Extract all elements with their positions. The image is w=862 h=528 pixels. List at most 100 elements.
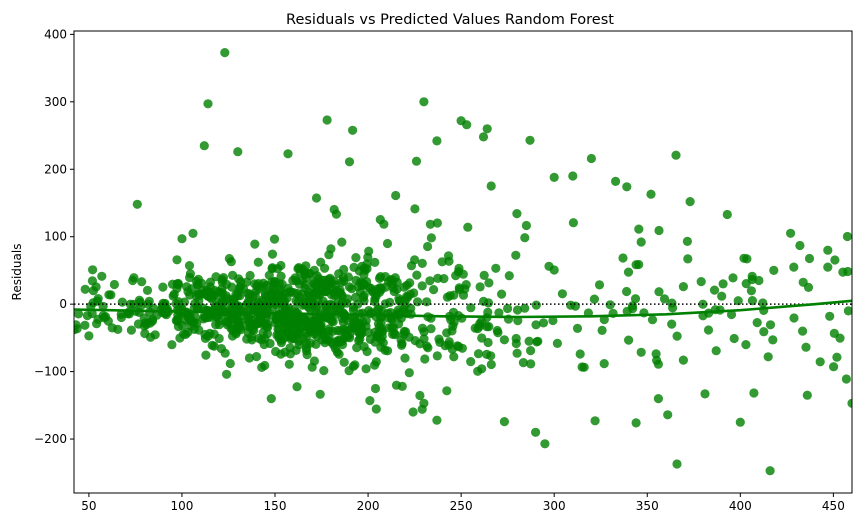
- data-point: [647, 315, 658, 325]
- data-point: [521, 220, 532, 231]
- data-point: [653, 394, 664, 404]
- data-point: [611, 176, 621, 186]
- x-tick-label: 450: [822, 499, 845, 513]
- data-point: [117, 297, 127, 307]
- chart-title: Residuals vs Predicted Values Random For…: [286, 12, 614, 28]
- data-point: [305, 338, 316, 348]
- data-point: [432, 415, 442, 425]
- data-point: [461, 280, 471, 290]
- x-tick-label: 350: [636, 499, 659, 513]
- data-point: [391, 190, 401, 201]
- data-point: [188, 228, 198, 238]
- data-point: [524, 336, 534, 346]
- data-point: [150, 330, 160, 340]
- data-point: [685, 197, 695, 207]
- data-point: [832, 352, 842, 362]
- data-point: [177, 234, 187, 244]
- data-point: [429, 285, 439, 295]
- data-point: [97, 271, 107, 281]
- data-point: [597, 325, 607, 335]
- data-point: [380, 345, 390, 355]
- data-point: [499, 417, 509, 427]
- data-point: [107, 323, 117, 333]
- data-point: [426, 324, 436, 334]
- x-tick-label: 250: [450, 499, 473, 513]
- data-point: [636, 347, 646, 357]
- data-point: [747, 296, 758, 306]
- data-point: [798, 326, 808, 336]
- data-point: [408, 407, 418, 417]
- data-point: [802, 390, 812, 400]
- data-point: [494, 308, 504, 318]
- data-point: [406, 309, 416, 319]
- data-point: [700, 389, 710, 399]
- data-point: [214, 320, 224, 330]
- data-point: [463, 222, 473, 232]
- data-point: [823, 262, 833, 272]
- data-point: [671, 150, 681, 160]
- data-point: [267, 264, 277, 274]
- data-point: [815, 357, 825, 367]
- data-point: [411, 156, 422, 166]
- data-point: [497, 289, 507, 299]
- data-point: [109, 279, 119, 290]
- data-point: [255, 315, 265, 325]
- data-point: [479, 270, 489, 280]
- data-point: [749, 388, 759, 398]
- data-point: [538, 318, 549, 328]
- data-point: [768, 335, 778, 345]
- data-point: [466, 357, 476, 367]
- data-point: [339, 357, 349, 367]
- data-point: [387, 314, 397, 324]
- data-point: [259, 339, 269, 350]
- data-point: [741, 340, 751, 350]
- data-point: [331, 209, 341, 219]
- data-point: [786, 228, 796, 238]
- data-point: [746, 286, 757, 296]
- data-point: [634, 224, 644, 234]
- data-point: [363, 327, 373, 337]
- data-point: [570, 301, 581, 311]
- y-axis-title: Residuals: [10, 244, 24, 301]
- data-point: [253, 257, 263, 267]
- data-point: [375, 215, 385, 225]
- data-point: [205, 282, 215, 292]
- data-point: [266, 298, 276, 308]
- data-point: [283, 149, 293, 159]
- data-point: [466, 303, 476, 313]
- data-point: [361, 364, 371, 374]
- data-point: [74, 309, 84, 319]
- data-point: [228, 270, 238, 280]
- data-point: [572, 323, 583, 333]
- data-point: [189, 324, 199, 334]
- data-point: [309, 356, 319, 366]
- data-point: [365, 396, 375, 406]
- data-point: [250, 239, 260, 249]
- data-point: [419, 97, 429, 107]
- data-point: [311, 193, 322, 203]
- data-point: [557, 289, 568, 299]
- data-point: [425, 219, 435, 229]
- data-point: [483, 298, 494, 308]
- data-point: [323, 335, 333, 345]
- data-point: [752, 318, 762, 328]
- data-point: [733, 296, 743, 306]
- data-point: [419, 334, 429, 344]
- data-point: [182, 282, 192, 292]
- data-point: [798, 277, 808, 287]
- plot-frame: [73, 30, 853, 494]
- data-point: [304, 269, 314, 279]
- data-point: [140, 318, 150, 328]
- data-point: [420, 354, 430, 364]
- data-point: [235, 282, 245, 292]
- data-point: [306, 314, 316, 324]
- data-point: [214, 295, 224, 305]
- data-point: [372, 330, 383, 340]
- data-point: [789, 313, 799, 323]
- data-point: [175, 333, 185, 343]
- data-point: [410, 204, 420, 214]
- data-point: [167, 340, 177, 350]
- data-point: [623, 267, 634, 277]
- data-point: [754, 275, 764, 286]
- data-point: [355, 277, 366, 287]
